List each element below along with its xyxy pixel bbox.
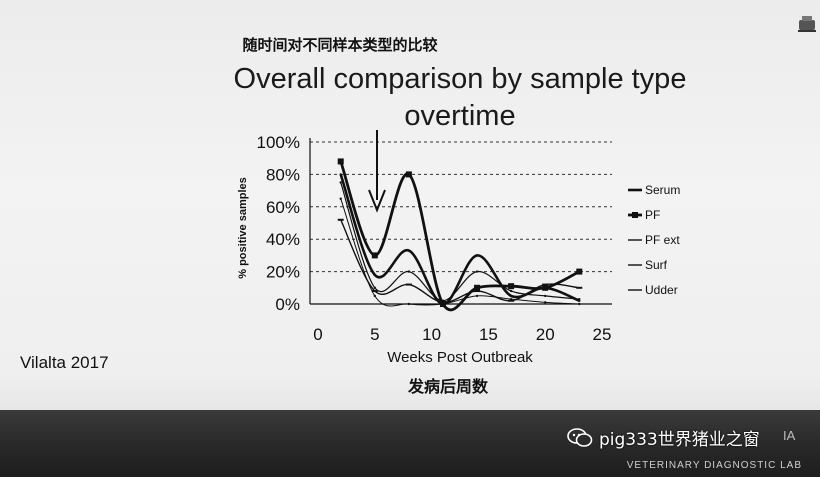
footer-band xyxy=(0,410,820,477)
slide-title-line-2: overtime xyxy=(404,100,516,132)
data-point xyxy=(337,158,344,165)
data-point xyxy=(371,252,378,259)
chart: 0% 20% 40% 60% 80% 100% 0 5 10 15 20 25 Serum PF PF e… xyxy=(237,130,680,396)
data-point xyxy=(407,302,411,306)
legend-label: PF ext xyxy=(645,233,680,247)
x-tick-label: 0 xyxy=(313,325,322,344)
data-point xyxy=(578,302,581,306)
data-point xyxy=(475,270,479,273)
x-axis-label: Weeks Post Outbreak xyxy=(387,349,533,366)
chinese-title: 随时间对不同样本类型的比较 xyxy=(242,36,438,54)
data-point xyxy=(405,171,412,178)
data-point xyxy=(578,297,581,301)
data-point xyxy=(441,299,445,302)
x-axis-label-chinese: 发病后周数 xyxy=(407,377,489,396)
data-point xyxy=(339,173,342,176)
slide: 随时间对不同样本类型的比较 Overall comparison by samp… xyxy=(20,16,816,396)
y-tick-label: 40% xyxy=(266,230,300,249)
y-tick-label: 60% xyxy=(266,198,300,217)
watermark-text: pig333世界猪业之窗 xyxy=(599,430,760,450)
data-point xyxy=(576,268,583,275)
data-point xyxy=(339,181,342,184)
y-axis-label: % positive samples xyxy=(237,177,249,279)
chart-legend: Serum PF PF ext Surf Udder xyxy=(628,183,680,297)
data-point xyxy=(509,289,513,293)
data-point xyxy=(407,270,411,273)
x-tick-label: 5 xyxy=(370,325,379,344)
legend-marker xyxy=(632,212,638,218)
footer-partial-text: IA xyxy=(783,428,796,443)
footer-lab-name: VETERINARY DIAGNOSTIC LAB xyxy=(626,460,802,471)
author-citation: Vilalta 2017 xyxy=(20,353,109,372)
wechat-icon xyxy=(567,427,593,447)
watermark: pig333世界猪业之窗 xyxy=(567,425,760,450)
y-tick-label: 100% xyxy=(257,133,300,152)
data-point xyxy=(475,294,479,298)
data-point xyxy=(509,297,513,301)
data-point xyxy=(508,283,515,290)
data-point xyxy=(544,301,547,304)
y-tick-label: 20% xyxy=(266,263,300,282)
data-point xyxy=(542,284,549,291)
data-point xyxy=(509,294,513,298)
y-tick-label: 0% xyxy=(275,295,300,314)
lab-logo-icon xyxy=(798,16,816,32)
data-point xyxy=(373,294,376,298)
x-tick-label: 25 xyxy=(593,325,612,344)
slide-title-line-1: Overall comparison by sample type xyxy=(233,63,687,95)
x-tick-label: 15 xyxy=(479,325,498,344)
legend-label: PF xyxy=(645,208,660,222)
legend-label: Udder xyxy=(645,283,678,297)
data-point xyxy=(339,197,342,200)
legend-label: Surf xyxy=(645,258,668,272)
legend-label: Serum xyxy=(645,183,680,197)
y-tick-label: 80% xyxy=(266,165,300,184)
annotation-arrow xyxy=(368,130,386,213)
chart-ticks: 0% 20% 40% 60% 80% 100% 0 5 10 15 20 25 xyxy=(257,133,612,344)
data-point xyxy=(441,302,445,306)
data-point xyxy=(475,254,479,257)
x-tick-label: 20 xyxy=(536,325,555,344)
data-point xyxy=(373,273,376,277)
chart-series xyxy=(337,158,583,312)
chart-grid xyxy=(310,141,612,273)
data-point xyxy=(544,294,547,298)
data-point xyxy=(373,286,376,289)
data-point xyxy=(407,249,411,252)
x-tick-label: 10 xyxy=(422,325,441,344)
data-point xyxy=(474,284,481,291)
